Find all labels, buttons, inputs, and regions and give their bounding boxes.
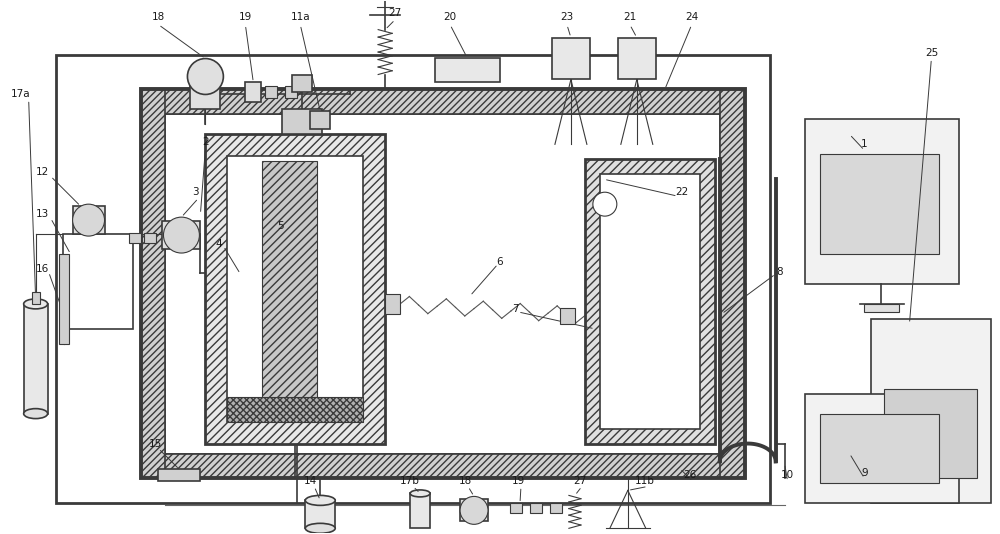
Bar	[560, 308, 575, 324]
Bar	[245, 82, 261, 103]
Bar	[140, 90, 745, 478]
Text: 13: 13	[36, 209, 49, 219]
Bar	[282, 109, 322, 135]
Text: 9: 9	[861, 468, 868, 478]
Text: 27: 27	[573, 476, 587, 486]
Bar	[552, 37, 590, 80]
Bar	[435, 58, 500, 82]
Bar	[190, 75, 220, 109]
Bar	[205, 135, 385, 444]
Bar	[140, 90, 165, 478]
Ellipse shape	[410, 490, 430, 497]
Text: 12: 12	[36, 167, 49, 177]
Text: 19: 19	[511, 476, 525, 486]
Circle shape	[593, 192, 617, 216]
Text: 20: 20	[444, 12, 457, 22]
Bar	[227, 397, 363, 422]
Bar	[262, 161, 317, 417]
Ellipse shape	[24, 409, 48, 419]
Bar	[158, 469, 200, 482]
Text: 17a: 17a	[11, 90, 30, 99]
Circle shape	[460, 497, 488, 524]
Bar	[618, 37, 656, 80]
Bar	[63, 234, 133, 329]
Text: 1: 1	[861, 139, 868, 150]
Text: 6: 6	[497, 257, 503, 267]
Bar	[864, 304, 899, 312]
Text: 2: 2	[202, 137, 209, 147]
Text: 10: 10	[781, 470, 794, 481]
Bar	[410, 493, 430, 528]
Bar	[56, 54, 770, 504]
Bar	[32, 292, 40, 304]
Bar	[820, 414, 939, 483]
Bar	[310, 112, 330, 129]
Bar	[305, 500, 335, 528]
Bar	[140, 90, 745, 114]
Bar	[884, 389, 977, 478]
Bar	[820, 154, 939, 254]
Text: 24: 24	[685, 12, 698, 22]
Bar	[73, 206, 105, 234]
Bar	[460, 499, 488, 521]
Text: 22: 22	[675, 187, 688, 197]
Text: 5: 5	[277, 221, 284, 231]
Text: 8: 8	[776, 267, 783, 277]
Circle shape	[73, 204, 105, 236]
Text: 14: 14	[304, 476, 317, 486]
Bar	[600, 174, 700, 429]
Bar	[805, 394, 959, 504]
Bar	[129, 233, 140, 243]
Bar	[59, 254, 69, 344]
Bar	[385, 294, 400, 314]
Bar	[140, 453, 745, 478]
Bar	[720, 90, 745, 478]
Text: 25: 25	[925, 48, 938, 58]
Text: 4: 4	[215, 239, 222, 249]
Bar	[510, 504, 522, 513]
Bar	[550, 504, 562, 513]
Bar	[285, 87, 297, 98]
Circle shape	[163, 217, 199, 253]
Bar	[265, 87, 277, 98]
Text: 11b: 11b	[635, 476, 655, 486]
Bar	[585, 159, 715, 444]
Text: 18: 18	[152, 12, 165, 22]
Bar	[871, 319, 991, 504]
Bar	[162, 221, 200, 249]
Bar	[165, 114, 720, 453]
Text: 27: 27	[389, 7, 402, 18]
Text: 7: 7	[512, 304, 518, 314]
Text: 16: 16	[36, 264, 49, 274]
Bar	[292, 75, 312, 92]
Text: 19: 19	[239, 12, 252, 22]
Ellipse shape	[305, 523, 335, 533]
Text: 15: 15	[149, 438, 162, 449]
Bar	[24, 304, 48, 414]
Text: 17b: 17b	[400, 476, 420, 486]
Text: 11a: 11a	[290, 12, 310, 22]
Text: 23: 23	[560, 12, 574, 22]
Text: 21: 21	[623, 12, 636, 22]
Bar	[227, 156, 363, 422]
Text: 18: 18	[458, 476, 472, 486]
Ellipse shape	[305, 496, 335, 505]
Text: 26: 26	[683, 470, 696, 481]
Text: 3: 3	[192, 187, 199, 197]
Ellipse shape	[24, 299, 48, 309]
Bar	[530, 504, 542, 513]
Bar	[805, 120, 959, 284]
Circle shape	[187, 59, 223, 95]
Bar	[144, 233, 156, 243]
